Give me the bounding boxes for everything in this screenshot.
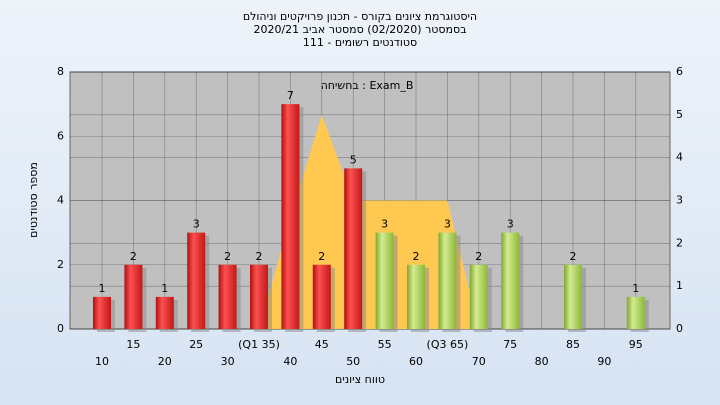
value-label: 2	[570, 250, 577, 263]
value-label: 3	[444, 218, 451, 231]
x-tick-label: 80	[535, 355, 549, 368]
value-label: 1	[632, 282, 639, 295]
x-tick-label: 20	[158, 355, 172, 368]
x-tick-label: 75	[503, 338, 517, 351]
title-line: בסמסטר (02/2020) סמסטר אביב 2020/21	[253, 23, 466, 36]
annotation: בחשיחה : Exam_B	[321, 79, 414, 92]
bar	[218, 264, 237, 329]
bar	[407, 264, 425, 329]
x-tick-label: (Q3 65)	[427, 338, 469, 351]
bar	[469, 264, 488, 329]
y-tick-label: 0	[57, 322, 64, 335]
bar	[375, 232, 394, 329]
y2-tick-label: 5	[676, 108, 683, 121]
x-tick-label: 15	[126, 338, 140, 351]
bar	[93, 296, 111, 329]
bar	[312, 264, 331, 329]
x-tick-label: 30	[221, 355, 235, 368]
bar	[344, 168, 363, 329]
value-label: 2	[413, 250, 420, 263]
x-tick-label: 25	[189, 338, 203, 351]
x-tick-label: 85	[566, 338, 580, 351]
x-axis-label: טווח ציונים	[335, 373, 385, 386]
x-tick-label: 40	[283, 355, 297, 368]
value-label: 1	[99, 282, 106, 295]
y2-tick-label: 4	[676, 151, 683, 164]
value-label: 5	[350, 153, 357, 166]
title-line: סטודנטים רשומים - 111	[303, 36, 417, 49]
x-tick-label: 10	[95, 355, 109, 368]
x-tick-label: 50	[346, 355, 360, 368]
value-label: 2	[475, 250, 482, 263]
y2-tick-label: 3	[676, 194, 683, 207]
bar	[626, 296, 645, 329]
y-tick-label: 4	[57, 194, 64, 207]
x-tick-label: 55	[378, 338, 392, 351]
value-label: 3	[193, 218, 200, 231]
value-label: 3	[507, 218, 514, 231]
value-label: 2	[224, 250, 231, 263]
y-axis-label: מספר סטודנטים	[27, 162, 40, 238]
value-label: 2	[318, 250, 325, 263]
x-tick-label: 45	[315, 338, 329, 351]
title-line: היסטוגרמת ציונים בקורס - תכנון פרויקטים …	[243, 10, 477, 23]
bar	[124, 264, 143, 329]
value-label: 7	[287, 89, 294, 102]
y-tick-label: 2	[57, 258, 64, 271]
y2-tick-label: 6	[676, 65, 683, 78]
y-tick-label: 8	[57, 65, 64, 78]
bar	[281, 104, 300, 329]
x-tick-label: 60	[409, 355, 423, 368]
x-tick-label: (Q1 35)	[238, 338, 280, 351]
value-label: 1	[161, 282, 168, 295]
value-label: 3	[381, 218, 388, 231]
x-tick-label: 70	[472, 355, 486, 368]
value-label: 2	[130, 250, 137, 263]
bar	[187, 232, 206, 329]
bar	[564, 264, 582, 329]
bar	[155, 296, 174, 329]
y2-tick-label: 1	[676, 279, 683, 292]
bar	[250, 264, 268, 329]
bar	[438, 232, 457, 329]
x-tick-label: 90	[597, 355, 611, 368]
y-tick-label: 6	[57, 129, 64, 142]
x-tick-label: 95	[629, 338, 643, 351]
y2-tick-label: 0	[676, 322, 683, 335]
y2-tick-label: 2	[676, 236, 683, 249]
value-label: 2	[256, 250, 263, 263]
bar	[501, 232, 520, 329]
